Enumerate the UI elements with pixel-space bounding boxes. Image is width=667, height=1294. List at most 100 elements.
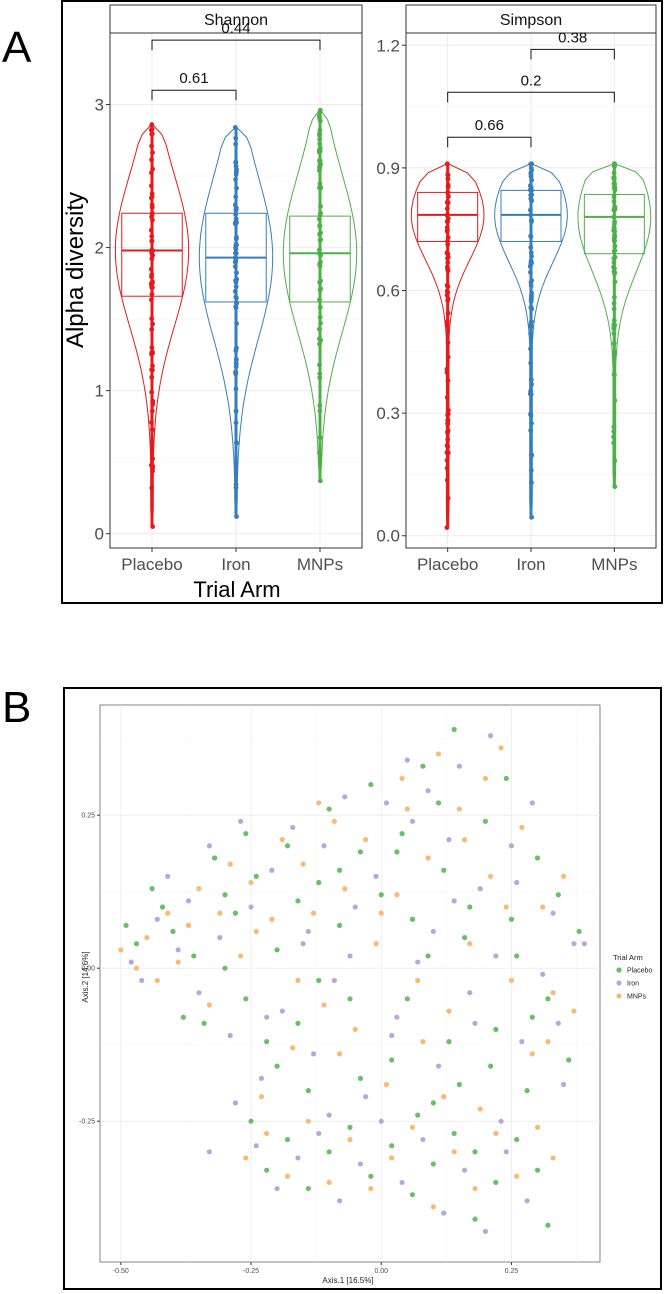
data-point xyxy=(612,229,618,235)
data-point xyxy=(444,264,450,270)
point-placebo xyxy=(368,1173,374,1179)
data-point xyxy=(611,264,617,270)
point-mnps xyxy=(326,1179,332,1186)
point-placebo xyxy=(253,873,259,879)
x-tick-label: -0.25 xyxy=(243,1268,259,1275)
data-point xyxy=(445,437,451,442)
y-tick-label: 0.00 xyxy=(81,966,95,973)
point-mnps xyxy=(154,977,160,984)
point-mnps xyxy=(482,775,489,782)
point-placebo xyxy=(430,1161,436,1167)
point-placebo xyxy=(222,892,228,898)
data-point xyxy=(148,462,154,468)
data-point xyxy=(528,411,533,417)
point-placebo xyxy=(456,1081,462,1088)
point-mnps xyxy=(456,806,462,812)
point-iron xyxy=(253,1143,259,1149)
point-mnps xyxy=(529,1051,535,1057)
facet-strip xyxy=(405,4,657,34)
data-point xyxy=(149,419,154,425)
data-point xyxy=(149,327,155,332)
point-mnps xyxy=(394,892,400,898)
data-point xyxy=(317,132,323,138)
point-mnps xyxy=(560,873,567,879)
data-point xyxy=(611,424,617,430)
panel-label-b: B xyxy=(2,683,31,732)
data-point xyxy=(528,377,534,383)
data-point xyxy=(528,293,534,299)
scatter-panel xyxy=(99,704,601,1263)
panel-b-y-axis-title: Axis.2 [14.6%] xyxy=(81,951,90,1002)
data-point xyxy=(444,477,450,483)
data-point xyxy=(445,407,451,413)
data-point xyxy=(445,260,451,266)
point-iron xyxy=(165,873,171,879)
data-point xyxy=(611,163,617,169)
point-placebo xyxy=(493,1026,499,1033)
data-point xyxy=(611,306,617,312)
point-placebo xyxy=(357,1075,364,1081)
data-point xyxy=(317,127,323,133)
data-point xyxy=(149,284,155,290)
y-tick-label: 3 xyxy=(95,96,104,115)
point-mnps xyxy=(441,1094,447,1100)
point-iron xyxy=(274,1185,280,1192)
point-placebo xyxy=(336,922,343,928)
data-point xyxy=(149,408,155,414)
point-iron xyxy=(540,971,546,977)
data-point xyxy=(444,224,450,230)
point-iron xyxy=(342,794,348,800)
point-mnps xyxy=(550,1155,556,1161)
data-point xyxy=(234,514,239,519)
data-point xyxy=(233,212,239,218)
data-point xyxy=(444,250,450,256)
point-mnps xyxy=(472,1185,478,1192)
point-placebo xyxy=(274,1063,280,1069)
legend-label-mnps: MNPs xyxy=(627,994,647,1001)
point-mnps xyxy=(435,751,442,757)
point-placebo xyxy=(368,781,374,788)
data-point xyxy=(317,297,322,303)
point-mnps xyxy=(508,977,515,984)
point-placebo xyxy=(243,996,249,1002)
point-iron xyxy=(290,824,296,831)
data-point xyxy=(528,244,534,250)
data-point xyxy=(317,371,323,377)
point-placebo xyxy=(316,879,322,886)
point-placebo xyxy=(295,898,301,904)
legend-label-placebo: Placebo xyxy=(627,968,652,975)
point-iron xyxy=(503,1149,509,1155)
data-point xyxy=(529,219,534,225)
data-point xyxy=(445,411,451,417)
data-point xyxy=(445,199,451,205)
significance-bracket xyxy=(151,89,237,101)
point-placebo xyxy=(425,953,431,959)
point-placebo xyxy=(430,1100,436,1106)
point-mnps xyxy=(165,910,171,916)
data-point xyxy=(233,236,239,242)
data-point xyxy=(149,122,155,128)
point-mnps xyxy=(258,1094,265,1100)
data-point xyxy=(317,181,323,187)
point-iron xyxy=(154,916,160,922)
data-point xyxy=(317,136,323,142)
point-mnps xyxy=(133,965,140,971)
point-mnps xyxy=(175,959,181,965)
data-point xyxy=(445,444,451,449)
data-point xyxy=(149,256,155,262)
point-iron xyxy=(493,953,499,959)
point-mnps xyxy=(206,1002,212,1008)
data-point xyxy=(149,345,155,350)
point-mnps xyxy=(331,818,337,824)
point-mnps xyxy=(316,800,322,806)
point-iron xyxy=(258,1075,265,1081)
data-point xyxy=(317,341,322,347)
data-point xyxy=(528,346,533,352)
point-placebo xyxy=(576,928,582,935)
point-iron xyxy=(488,733,494,739)
legend-label-iron: Iron xyxy=(627,981,639,988)
data-point xyxy=(149,316,155,321)
data-point xyxy=(148,183,154,189)
data-point xyxy=(444,457,450,463)
data-point xyxy=(318,278,323,284)
